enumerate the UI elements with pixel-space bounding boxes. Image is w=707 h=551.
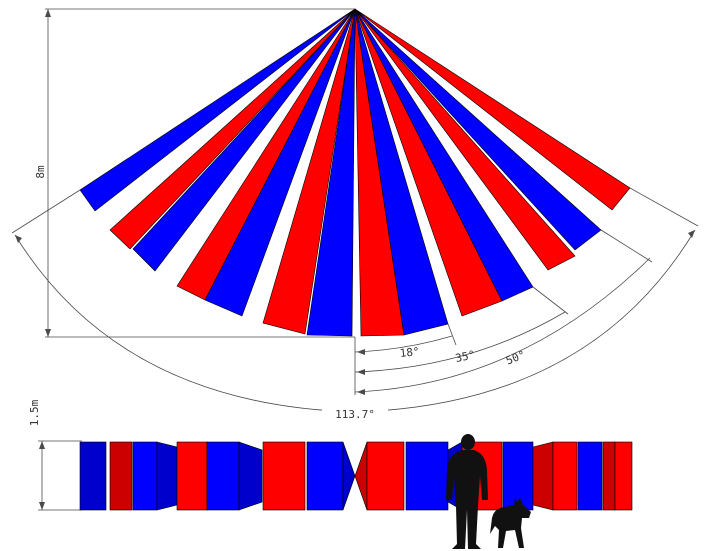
person-silhouette-icon bbox=[446, 434, 488, 549]
fan-zone-red bbox=[109, 8, 356, 250]
angle-50-label: 50° bbox=[504, 348, 527, 367]
fan-zone-blue bbox=[204, 8, 356, 317]
top-view-fan bbox=[79, 8, 631, 337]
side-zone-blue bbox=[342, 441, 356, 511]
side-zone-blue bbox=[577, 441, 603, 511]
height-dimension: 8m bbox=[34, 8, 355, 338]
fan-zone-blue bbox=[354, 8, 534, 302]
side-zone-red bbox=[176, 441, 208, 511]
height-label: 8m bbox=[34, 165, 47, 179]
dog-silhouette-icon bbox=[490, 498, 531, 548]
side-zone-red bbox=[262, 441, 306, 511]
fan-zone-red bbox=[354, 8, 631, 211]
fan-zone-blue bbox=[354, 8, 449, 336]
side-zone-red bbox=[614, 441, 633, 511]
fan-zone-blue bbox=[354, 8, 602, 251]
fan-zone-blue bbox=[132, 8, 356, 272]
fan-zone-blue bbox=[79, 8, 356, 212]
side-zone-red bbox=[366, 441, 405, 511]
fan-zone-blue bbox=[306, 8, 356, 337]
side-zone-red bbox=[354, 441, 368, 511]
mount-height-label: 1.5m bbox=[28, 399, 41, 426]
side-zone-blue bbox=[79, 441, 107, 511]
angle-total-label: 113.7° bbox=[335, 408, 375, 421]
angle-35-label: 35° bbox=[454, 348, 476, 365]
side-zone-blue bbox=[502, 441, 534, 511]
side-view-dimension: 1.5m bbox=[28, 399, 82, 511]
side-zone-red bbox=[602, 441, 616, 511]
angle-18-label: 18° bbox=[399, 345, 420, 360]
side-zone-blue bbox=[405, 441, 449, 511]
side-zone-blue bbox=[132, 441, 158, 511]
side-zone-blue bbox=[156, 441, 178, 511]
side-view-zones bbox=[79, 441, 633, 511]
fan-zone-red bbox=[262, 8, 356, 335]
side-zone-blue bbox=[306, 441, 344, 511]
side-zone-red bbox=[109, 441, 133, 511]
side-zone-red bbox=[552, 441, 578, 511]
angle-dimensions: 18° 35° 50° 113.7° bbox=[11, 187, 699, 421]
side-zone-blue bbox=[238, 441, 263, 511]
side-zone-blue bbox=[206, 441, 240, 511]
side-zone-red bbox=[532, 441, 554, 511]
fan-zone-red bbox=[354, 8, 576, 271]
